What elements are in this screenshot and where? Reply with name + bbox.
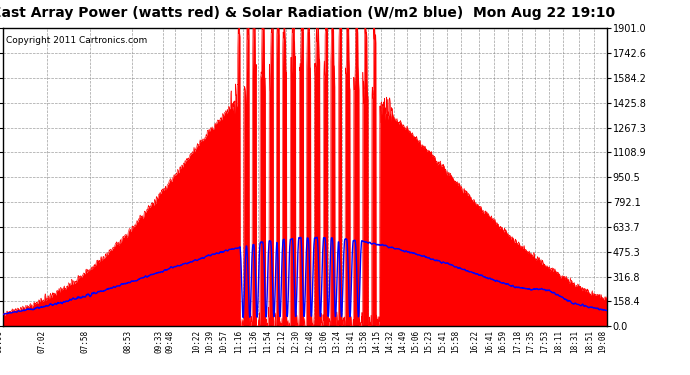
Text: 11:54: 11:54	[263, 330, 272, 353]
Text: 06:06: 06:06	[0, 330, 3, 353]
Text: 18:31: 18:31	[570, 330, 579, 353]
Text: 14:32: 14:32	[385, 330, 394, 353]
Text: 17:53: 17:53	[540, 330, 549, 353]
Text: 08:53: 08:53	[124, 330, 132, 353]
Text: 12:48: 12:48	[305, 330, 314, 353]
Text: 13:58: 13:58	[359, 330, 368, 353]
Text: 18:51: 18:51	[585, 330, 594, 353]
Text: 09:48: 09:48	[166, 330, 175, 353]
Text: 13:24: 13:24	[333, 330, 342, 353]
Text: 17:18: 17:18	[513, 330, 522, 353]
Text: 18:11: 18:11	[554, 330, 563, 353]
Text: 12:30: 12:30	[291, 330, 300, 353]
Text: 15:41: 15:41	[438, 330, 447, 353]
Text: 16:22: 16:22	[470, 330, 479, 353]
Text: 16:59: 16:59	[499, 330, 508, 353]
Text: 13:06: 13:06	[319, 330, 328, 353]
Text: 07:02: 07:02	[38, 330, 47, 353]
Text: 14:49: 14:49	[398, 330, 407, 353]
Text: 14:15: 14:15	[372, 330, 381, 353]
Text: 16:41: 16:41	[484, 330, 494, 353]
Text: 13:41: 13:41	[346, 330, 355, 353]
Text: 10:22: 10:22	[192, 330, 201, 353]
Text: 07:58: 07:58	[81, 330, 90, 353]
Text: 15:06: 15:06	[411, 330, 420, 353]
Text: 15:23: 15:23	[424, 330, 433, 353]
Text: East Array Power (watts red) & Solar Radiation (W/m2 blue)  Mon Aug 22 19:10: East Array Power (watts red) & Solar Rad…	[0, 6, 615, 20]
Text: 09:33: 09:33	[155, 330, 164, 353]
Text: 10:39: 10:39	[205, 330, 214, 353]
Text: 17:35: 17:35	[526, 330, 535, 353]
Text: Copyright 2011 Cartronics.com: Copyright 2011 Cartronics.com	[6, 36, 148, 45]
Text: 11:36: 11:36	[249, 330, 258, 353]
Text: 12:12: 12:12	[277, 330, 286, 353]
Text: 10:57: 10:57	[219, 330, 228, 353]
Text: 19:08: 19:08	[598, 330, 607, 353]
Text: 11:16: 11:16	[234, 330, 243, 353]
Text: 15:58: 15:58	[451, 330, 460, 353]
